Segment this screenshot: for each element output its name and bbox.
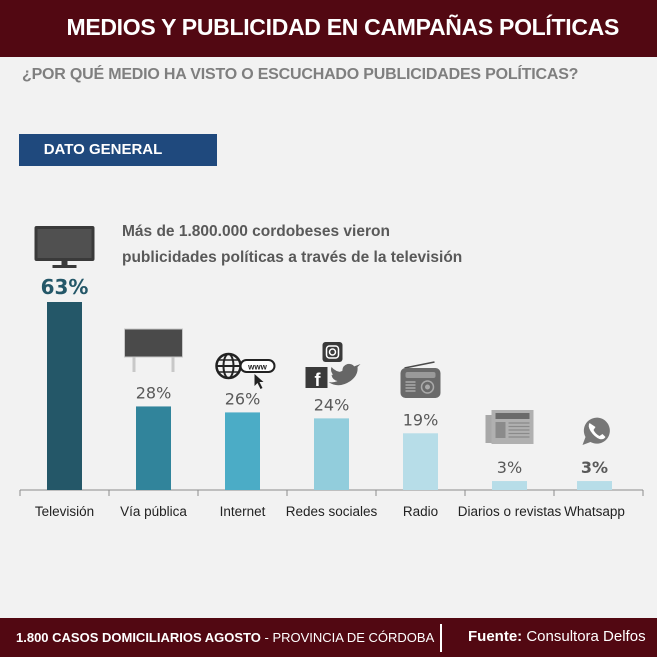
footer-divider xyxy=(440,624,442,652)
bar-5 xyxy=(403,433,438,490)
source-info: Fuente: Consultora Delfos xyxy=(468,628,646,645)
newspaper-icon xyxy=(485,410,534,444)
data-label: 63% xyxy=(41,275,89,299)
svg-text:f: f xyxy=(315,370,322,390)
callout-text: Más de 1.800.000 cordobeses vieron publi… xyxy=(122,219,462,271)
category-label: Vía pública xyxy=(120,504,187,519)
source-value: Consultora Delfos xyxy=(522,628,646,645)
bar-4 xyxy=(314,418,349,490)
www-globe-icon: www xyxy=(215,352,276,389)
radio-icon xyxy=(400,361,441,398)
data-label: 3% xyxy=(497,458,522,477)
header-bar: MEDIOS Y PUBLICIDAD EN CAMPAÑAS POLÍTICA… xyxy=(0,0,657,57)
whatsapp-icon xyxy=(582,417,610,445)
dato-general-badge: DATO GENERAL xyxy=(19,134,217,166)
bar-2 xyxy=(136,406,171,490)
data-label: 24% xyxy=(314,395,350,414)
bar-3 xyxy=(225,412,260,490)
bar-6 xyxy=(492,481,527,490)
sample-info-rest: - PROVINCIA DE CÓRDOBA xyxy=(260,630,435,645)
callout-line-2: publicidades políticas a través de la te… xyxy=(122,249,463,266)
footer-bar: 1.800 CASOS DOMICILIARIOS AGOSTO - PROVI… xyxy=(0,618,657,657)
category-label: Whatsapp xyxy=(564,504,625,519)
category-label: Televisión xyxy=(35,504,94,519)
question-subtitle: ¿POR QUÉ MEDIO HA VISTO O ESCUCHADO PUBL… xyxy=(22,66,579,83)
category-label: Internet xyxy=(220,504,266,519)
svg-text:www: www xyxy=(247,363,267,372)
tv-icon xyxy=(34,226,95,268)
data-label: 28% xyxy=(136,383,172,402)
sample-info: 1.800 CASOS DOMICILIARIOS AGOSTO - PROVI… xyxy=(16,630,434,645)
source-label: Fuente: xyxy=(468,628,523,645)
callout-line-1: Más de 1.800.000 cordobeses vieron xyxy=(122,223,390,240)
bar-1 xyxy=(47,302,82,490)
badge-label: DATO GENERAL xyxy=(43,141,163,158)
category-label: Radio xyxy=(403,504,438,519)
page-title: MEDIOS Y PUBLICIDAD EN CAMPAÑAS POLÍTICA… xyxy=(66,14,619,40)
data-label: 26% xyxy=(225,389,261,408)
category-label: Redes sociales xyxy=(286,504,378,519)
sample-info-bold: 1.800 CASOS DOMICILIARIOS AGOSTO xyxy=(16,630,261,645)
social-media-icon: f xyxy=(305,342,361,390)
data-label: 3% xyxy=(581,458,608,477)
billboard-icon xyxy=(124,328,183,372)
data-label: 19% xyxy=(403,410,439,429)
category-label: Diarios o revistas xyxy=(458,504,562,519)
bar-7 xyxy=(577,481,612,490)
